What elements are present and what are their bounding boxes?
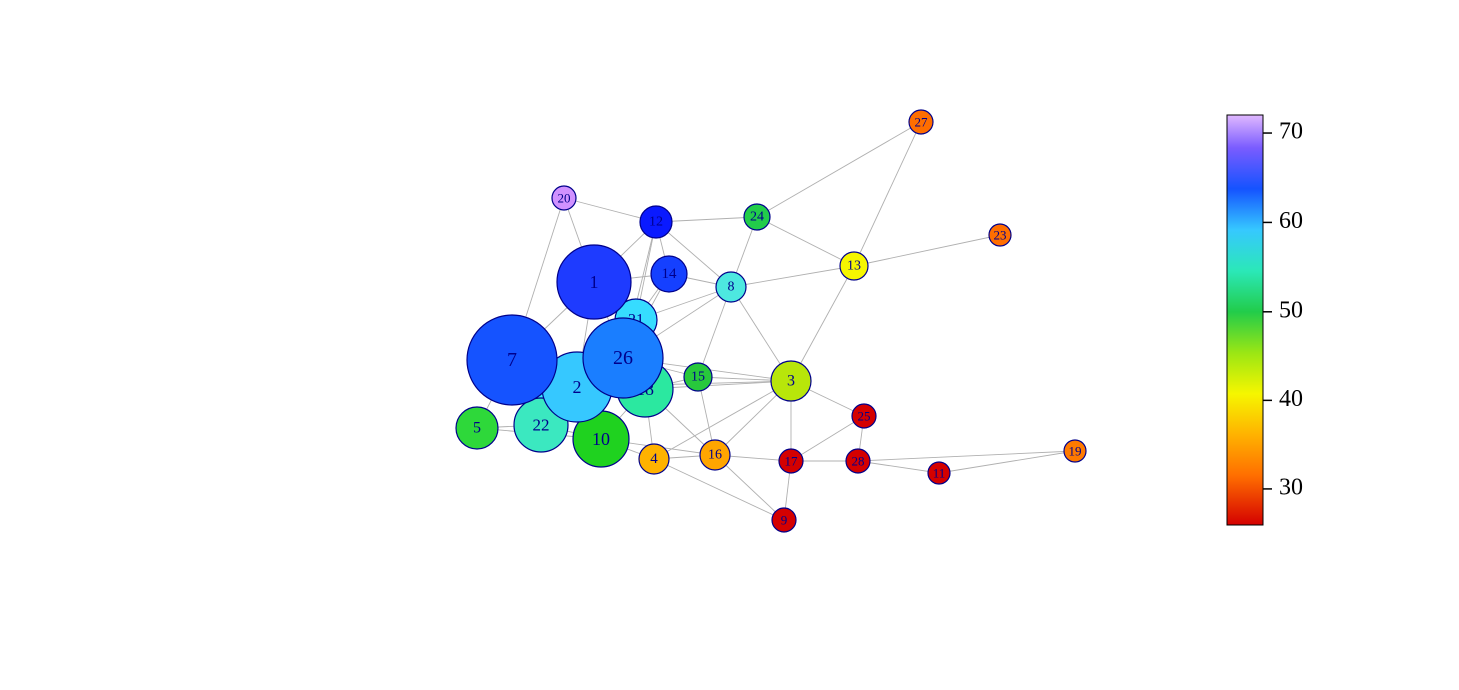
node-label: 8	[728, 280, 735, 295]
node-label: 26	[613, 347, 633, 369]
node-label: 4	[650, 451, 658, 467]
node-label: 17	[785, 454, 799, 469]
node-label: 28	[852, 454, 865, 469]
node-label: 15	[691, 370, 705, 385]
node-label: 11	[933, 466, 946, 481]
colorbar-tick-label: 60	[1279, 208, 1303, 234]
colorbar-tick-label: 30	[1279, 474, 1303, 500]
node-label: 13	[847, 259, 861, 274]
node-label: 27	[915, 115, 929, 130]
node-label: 23	[994, 228, 1007, 243]
node-label: 24	[750, 210, 764, 225]
node-label: 2	[573, 377, 582, 397]
node-label: 20	[558, 191, 571, 206]
colorbar-tick-label: 70	[1279, 119, 1303, 145]
node-label: 12	[649, 215, 663, 230]
network-diagram: 1119239172025272824131548161214352162210…	[0, 0, 1459, 690]
node-label: 19	[1069, 444, 1082, 459]
colorbar-tick-label: 40	[1279, 386, 1303, 412]
colorbar-rect	[1227, 115, 1263, 525]
node-label: 9	[781, 513, 788, 528]
node-label: 14	[662, 266, 678, 282]
node-label: 7	[507, 349, 517, 371]
node-label: 16	[708, 448, 722, 463]
colorbar-tick-label: 50	[1279, 297, 1303, 323]
node-label: 5	[473, 420, 481, 437]
node-label: 3	[787, 373, 795, 390]
node-label: 25	[858, 409, 871, 424]
node-label: 1	[590, 272, 599, 292]
node-label: 10	[592, 429, 610, 449]
node-label: 22	[533, 416, 550, 435]
